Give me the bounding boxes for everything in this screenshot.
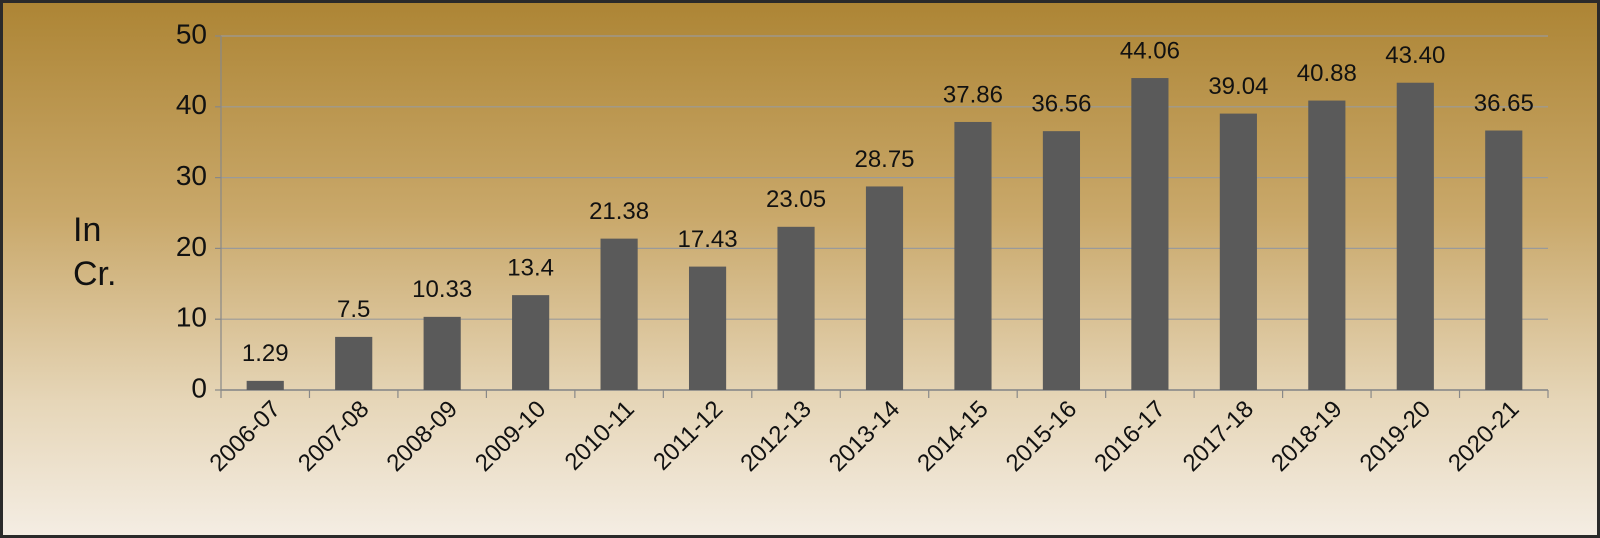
y-tick-label: 50 [176, 18, 207, 49]
x-tick-label: 2006-07 [205, 396, 286, 477]
y-tick-label: 20 [176, 231, 207, 262]
bar [423, 316, 461, 390]
value-label: 10.33 [412, 276, 472, 303]
x-tick-label: 2008-09 [382, 396, 463, 477]
x-tick-label: 2017-18 [1178, 396, 1259, 477]
x-tick-label: 2013-14 [824, 396, 905, 477]
bar [865, 186, 904, 390]
x-tick-label: 2015-16 [1001, 396, 1082, 477]
bar [954, 121, 992, 390]
y-tick-label: 0 [191, 372, 207, 403]
bar [512, 295, 550, 390]
bar [1485, 130, 1523, 390]
y-tick-label: 40 [176, 89, 207, 120]
x-tick-label: 2016-17 [1089, 396, 1170, 477]
x-tick-label: 2019-20 [1355, 396, 1436, 477]
value-label: 1.29 [242, 340, 289, 367]
chart: 0 10 20 30 40 50 2006-07 1.29 2007-08 7.5 2008-09 1… [176, 18, 1549, 477]
value-label: 28.75 [854, 146, 914, 173]
x-tick-label: 2020-21 [1443, 396, 1524, 477]
x-tick-label: 2018-19 [1266, 396, 1347, 477]
y-axis-label: In Cr. [73, 211, 117, 293]
bar [1042, 131, 1081, 390]
value-label: 39.04 [1208, 73, 1268, 100]
bar [1131, 78, 1169, 390]
bar [1219, 113, 1257, 390]
bar [600, 238, 638, 390]
value-label: 44.06 [1120, 37, 1180, 64]
value-label: 23.05 [766, 186, 826, 213]
x-tick-label: 2011-12 [648, 396, 728, 476]
x-tick-label: 2014-15 [912, 396, 993, 477]
value-label: 13.4 [507, 254, 554, 281]
bar [1308, 100, 1346, 390]
value-label: 17.43 [678, 226, 738, 253]
x-tick-label: 2012-13 [735, 396, 816, 477]
bar [1396, 82, 1434, 390]
value-label: 36.65 [1474, 90, 1534, 117]
y-tick-label: 30 [176, 160, 207, 191]
value-label: 40.88 [1297, 60, 1357, 87]
value-label: 21.38 [589, 198, 649, 225]
value-label: 43.40 [1385, 42, 1445, 69]
x-tick-label: 2007-08 [293, 396, 374, 477]
bar [777, 226, 815, 390]
x-tick-label: 2010-11 [560, 396, 640, 476]
x-tick-label: 2009-10 [470, 396, 551, 477]
bar [688, 266, 727, 390]
bar [335, 336, 373, 390]
y-tick-label: 10 [176, 302, 207, 333]
bar [246, 380, 284, 390]
value-label: 36.56 [1031, 90, 1091, 117]
value-label: 7.5 [337, 296, 370, 323]
value-label: 37.86 [943, 81, 1003, 108]
